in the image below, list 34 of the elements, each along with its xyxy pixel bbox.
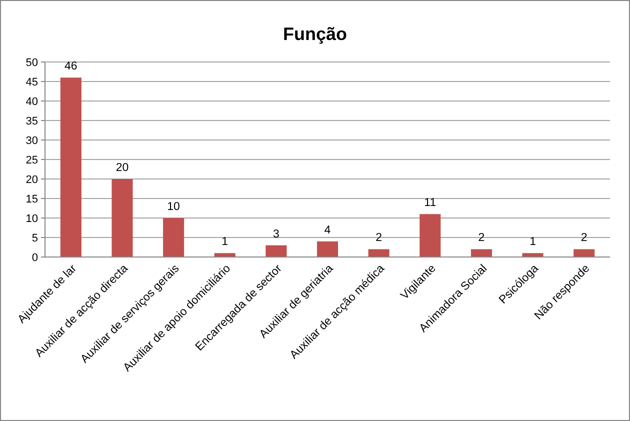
bar — [214, 253, 236, 257]
y-tick-label: 30 — [26, 134, 38, 147]
bar — [266, 245, 287, 257]
y-tick-label: 10 — [26, 212, 38, 225]
bar — [316, 241, 338, 257]
data-label: 11 — [424, 197, 436, 210]
y-tick-label: 35 — [26, 115, 38, 128]
bar — [574, 249, 595, 257]
data-label: 10 — [167, 201, 180, 213]
data-label: 2 — [580, 232, 588, 244]
y-tick-label: 5 — [32, 232, 38, 244]
bar — [112, 179, 133, 257]
y-tick-label: 50 — [26, 56, 38, 69]
data-label: 2 — [376, 232, 382, 244]
data-label: 2 — [478, 232, 485, 244]
y-tick-label: 15 — [26, 193, 38, 206]
bar — [60, 78, 82, 257]
bar — [163, 218, 184, 257]
y-tick-label: 0 — [32, 252, 38, 264]
y-tick-label: 20 — [26, 174, 38, 186]
data-label: 4 — [324, 224, 332, 236]
y-tick-label: 25 — [26, 154, 38, 166]
y-tick-label: 40 — [26, 96, 38, 108]
data-label: 20 — [116, 162, 129, 174]
chart-title: Função — [282, 24, 348, 44]
y-tick-label: 45 — [26, 76, 38, 88]
data-label: 1 — [222, 236, 228, 248]
data-label: 1 — [530, 236, 536, 248]
bar — [368, 249, 390, 257]
bar — [470, 249, 492, 257]
data-label: 3 — [272, 228, 280, 240]
data-label: 46 — [64, 60, 78, 73]
bar — [420, 214, 441, 257]
bar — [522, 253, 544, 257]
